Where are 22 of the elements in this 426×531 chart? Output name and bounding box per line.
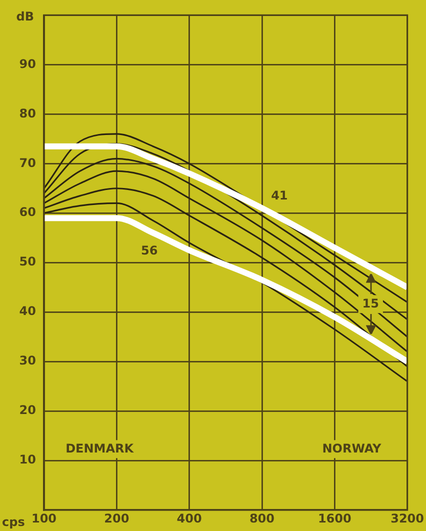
- y-tick-label: 70: [19, 156, 36, 170]
- annotation: 41: [271, 188, 288, 202]
- x-tick-label: 800: [249, 511, 275, 526]
- y-tick-label: 80: [19, 106, 36, 120]
- x-tick-label: 400: [176, 511, 202, 526]
- y-tick-label: 40: [19, 304, 36, 318]
- x-axis-title: cps: [2, 515, 25, 530]
- y-tick-label: 30: [19, 354, 36, 368]
- annotation: 56: [141, 243, 158, 258]
- annotation: NORWAY: [322, 441, 382, 456]
- x-tick-label: 1600: [318, 511, 352, 526]
- annotation: 15: [362, 296, 379, 310]
- x-tick-label: 100: [31, 511, 57, 526]
- x-tick-label: 200: [104, 511, 130, 526]
- y-axis-title: dB: [16, 9, 34, 24]
- y-tick-label: 90: [19, 56, 36, 71]
- y-tick-label: 50: [19, 254, 36, 269]
- x-tick-label: 3200: [390, 511, 424, 526]
- y-tick-label: 10: [19, 452, 36, 467]
- y-tick-label: 20: [19, 403, 36, 418]
- y-tick-label: 60: [19, 205, 36, 220]
- annotation: DENMARK: [66, 441, 134, 456]
